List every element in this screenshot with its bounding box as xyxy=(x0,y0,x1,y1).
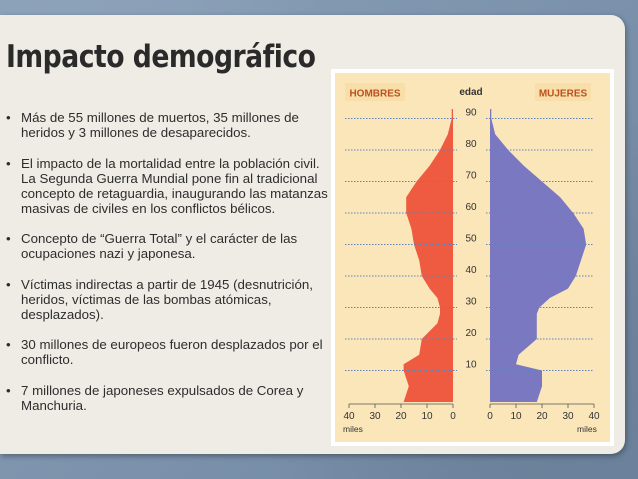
men-x-tick-label: 0 xyxy=(450,411,456,422)
women-x-tick-label: 40 xyxy=(588,411,600,422)
women-x-unit: miles xyxy=(577,424,597,434)
age-tick-label: 30 xyxy=(465,297,477,308)
men-x-tick-label: 10 xyxy=(421,411,433,422)
bullet-glyph: • xyxy=(6,155,11,171)
bullet-text: 7 millones de japoneses expulsados de Co… xyxy=(21,382,304,413)
age-tick-label: 10 xyxy=(465,360,477,371)
bullet-item: • 30 millones de europeos fueron desplaza… xyxy=(6,337,328,367)
women-x-tick-label: 10 xyxy=(510,411,522,422)
women-label: MUJERES xyxy=(539,89,588,100)
bullet-glyph: • xyxy=(6,382,11,398)
men-label-box xyxy=(345,83,405,101)
bullet-glyph: • xyxy=(6,337,11,352)
age-tick-label: 90 xyxy=(465,108,477,119)
bullet-text: Víctimas indirectas a partir de 1945 (de… xyxy=(21,276,313,322)
bullet-item: • Concepto de “Guerra Total” y el carácte… xyxy=(6,231,328,261)
age-title: edad xyxy=(459,87,482,98)
men-x-unit: miles xyxy=(343,424,363,434)
men-population-area xyxy=(403,109,453,403)
women-population-area xyxy=(490,109,587,403)
bullet-glyph: • xyxy=(6,276,11,292)
men-x-tick-label: 30 xyxy=(369,411,381,422)
bullet-text: Concepto de “Guerra Total” y el carácter… xyxy=(21,231,298,261)
slide-title: Impacto demográfico xyxy=(6,39,316,75)
bullet-text: 30 millones de europeos fueron desplazad… xyxy=(21,337,323,367)
age-tick-label: 50 xyxy=(465,234,477,245)
women-x-tick-label: 30 xyxy=(562,411,574,422)
bullet-text: El impacto de la mortalidad entre la pob… xyxy=(21,155,328,216)
age-tick-label: 70 xyxy=(465,171,477,182)
bullet-glyph: • xyxy=(6,231,11,246)
men-label: HOMBRES xyxy=(349,89,400,100)
age-tick-label: 60 xyxy=(465,202,477,213)
women-x-tick-label: 0 xyxy=(487,411,493,422)
women-label-box xyxy=(535,83,591,101)
women-x-tick-label: 20 xyxy=(536,411,548,422)
bullet-item: • Víctimas indirectas a partir de 1945 (d… xyxy=(6,277,328,322)
bullet-list: • Más de 55 millones de muertos, 35 millo… xyxy=(6,110,328,428)
men-x-tick-label: 40 xyxy=(343,411,355,422)
men-x-tick-label: 20 xyxy=(395,411,407,422)
pyramid-svg: HOMBRES MUJERES edad 10 20 30 40 50 60 70 80 90 40 30… xyxy=(335,73,610,442)
bullet-text: Más de 55 millones de muertos, 35 millon… xyxy=(21,110,299,140)
bullet-item: • Más de 55 millones de muertos, 35 millo… xyxy=(6,110,328,140)
bullet-item: • El impacto de la mortalidad entre la po… xyxy=(6,156,328,216)
age-tick-label: 40 xyxy=(465,265,477,276)
bullet-glyph: • xyxy=(6,110,11,125)
bullet-item: • 7 millones de japoneses expulsados de C… xyxy=(6,383,328,413)
population-pyramid-chart: HOMBRES MUJERES edad 10 20 30 40 50 60 70 80 90 40 30… xyxy=(331,69,614,446)
age-tick-label: 20 xyxy=(465,328,477,339)
age-tick-label: 80 xyxy=(465,139,477,150)
